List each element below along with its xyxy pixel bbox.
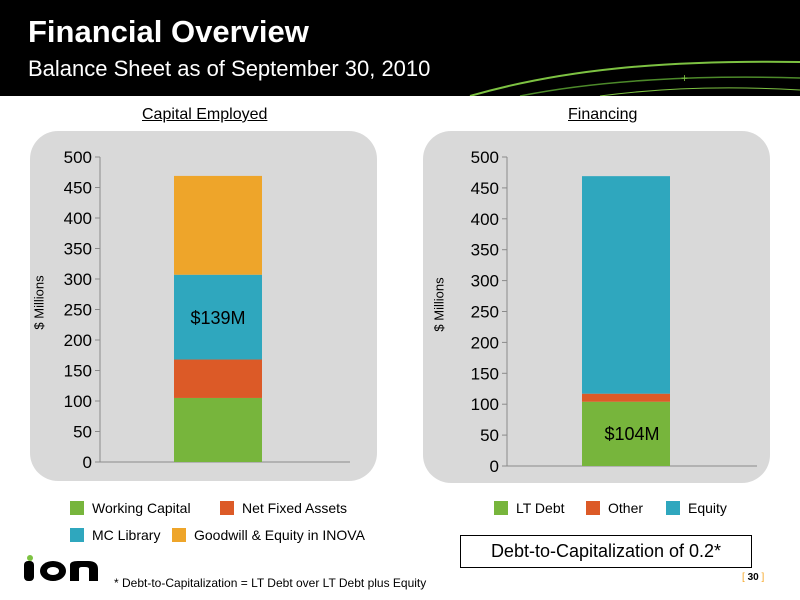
- legend-label: Net Fixed Assets: [242, 500, 348, 516]
- legend-swatch: [70, 501, 84, 515]
- y-tick-label: 350: [471, 241, 499, 260]
- legend-other: Other: [586, 500, 643, 516]
- legend-mc-library: MC Library: [70, 527, 160, 543]
- y-tick-label: 200: [471, 333, 499, 352]
- y-tick-label: 0: [83, 453, 92, 472]
- page-title: Financial Overview: [28, 14, 309, 49]
- svg-text:+: +: [681, 71, 688, 85]
- legend-equity: Equity: [666, 500, 727, 516]
- legend-label: Other: [608, 500, 644, 516]
- legend-working-capital: Working Capital: [70, 500, 191, 516]
- y-tick-label: 150: [471, 364, 499, 383]
- capital-employed-title: Capital Employed: [142, 106, 268, 123]
- debt-to-cap-text: Debt-to-Capitalization of 0.2*: [490, 541, 722, 561]
- page-subtitle: Balance Sheet as of September 30, 2010: [28, 56, 431, 81]
- bar-segment-net-fixed-assets: [174, 359, 262, 398]
- financing-title: Financing: [568, 106, 638, 123]
- bar-segment-working-capital: [174, 397, 262, 462]
- legend-swatch: [666, 501, 680, 515]
- legend-goodwill: Goodwill & Equity in INOVA: [172, 527, 365, 543]
- y-tick-label: 50: [73, 423, 92, 442]
- y-tick-label: 150: [64, 362, 92, 381]
- legend-swatch: [586, 501, 600, 515]
- legend-label: Equity: [688, 500, 727, 516]
- legend-lt-debt: LT Debt: [494, 500, 565, 516]
- legend-label: MC Library: [92, 527, 161, 543]
- y-tick-label: 200: [64, 331, 92, 350]
- bar-segment-other: [582, 393, 670, 402]
- y-tick-label: 100: [64, 392, 92, 411]
- bar-segment-goodwill-equity-in-inova: [174, 175, 262, 275]
- bar-segment-lt-debt: [582, 401, 670, 466]
- y-tick-label: 300: [471, 272, 499, 291]
- data-label: $104M: [604, 424, 659, 444]
- y-tick-label: 0: [490, 457, 499, 476]
- footnote: * Debt-to-Capitalization = LT Debt over …: [114, 576, 427, 590]
- legend-swatch: [494, 501, 508, 515]
- legend-label: LT Debt: [516, 500, 565, 516]
- header-bar: + Financial Overview Balance Sheet as of…: [0, 0, 800, 96]
- y-tick-label: 50: [480, 426, 499, 445]
- swoosh-decoration: +: [469, 60, 800, 96]
- legend-label: Goodwill & Equity in INOVA: [194, 527, 365, 543]
- y-tick-label: 350: [64, 240, 92, 259]
- bar-segment-mc-library: [174, 274, 262, 360]
- y-tick-label: 250: [471, 303, 499, 322]
- data-label: $139M: [190, 308, 245, 328]
- ion-logo: [24, 555, 98, 581]
- y-tick-label: 400: [471, 210, 499, 229]
- y-tick-label: 450: [64, 179, 92, 198]
- legend-net-fixed-assets: Net Fixed Assets: [220, 500, 347, 516]
- page-bracket-open: [: [742, 572, 745, 583]
- page-number: [ 30 ]: [742, 572, 764, 583]
- y-tick-label: 450: [471, 179, 499, 198]
- y-tick-label: 100: [471, 395, 499, 414]
- bar-segment-equity: [582, 176, 670, 394]
- legend-swatch: [70, 528, 84, 542]
- y-tick-label: 500: [471, 148, 499, 167]
- legend-swatch: [220, 501, 234, 515]
- page-bracket-close: ]: [761, 572, 765, 583]
- y-tick-label: 400: [64, 209, 92, 228]
- y-tick-label: 250: [64, 301, 92, 320]
- legend-swatch: [172, 528, 186, 542]
- y-tick-label: 500: [64, 148, 92, 167]
- debt-to-cap-box: Debt-to-Capitalization of 0.2*: [460, 535, 752, 568]
- y-tick-label: 300: [64, 270, 92, 289]
- page-number-value: 30: [747, 572, 759, 583]
- legend-label: Working Capital: [92, 500, 191, 516]
